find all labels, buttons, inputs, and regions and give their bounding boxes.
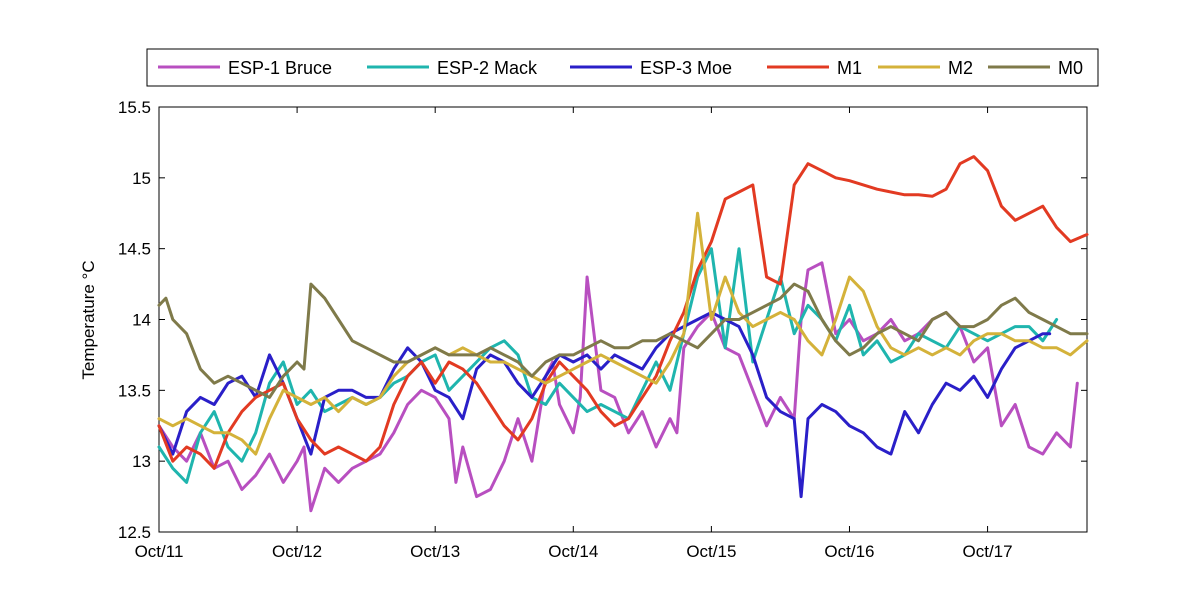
y-tick-label: 13.5 [118, 381, 151, 400]
legend-label-m2: M2 [948, 58, 973, 78]
y-axis: 12.5 13 13.5 14 14.5 15 15.5 [118, 98, 1087, 542]
series-line-m2 [157, 211, 1089, 456]
x-tick-label: Oct/17 [963, 542, 1013, 561]
legend-label-esp-3-moe: ESP-3 Moe [640, 58, 732, 78]
y-tick-label: 15.5 [118, 98, 151, 117]
y-tick-label: 14.5 [118, 240, 151, 259]
x-tick-label: Oct/15 [686, 542, 736, 561]
legend-items: ESP-1 Bruce ESP-2 Mack ESP-3 Moe M1 M2 M0 [158, 58, 1083, 78]
y-tick-label: 14 [132, 311, 151, 330]
x-tick-label: Oct/12 [272, 542, 322, 561]
plot-area [158, 106, 1088, 533]
legend-label-esp-1-bruce: ESP-1 Bruce [228, 58, 332, 78]
x-axis: Oct/11 Oct/12 Oct/13 Oct/14 Oct/15 Oct/16 Oct/… [135, 107, 1013, 561]
y-axis-label: Temperature °C [79, 260, 98, 379]
y-tick-label: 13 [132, 452, 151, 471]
series-line-esp-3-moe [157, 310, 1052, 499]
y-tick-label: 15 [132, 169, 151, 188]
y-tick-label: 12.5 [118, 523, 151, 542]
legend-label-m0: M0 [1058, 58, 1083, 78]
legend-label-esp-2-mack: ESP-2 Mack [437, 58, 538, 78]
x-tick-label: Oct/16 [824, 542, 874, 561]
series-line-esp-2-mack [157, 247, 1059, 484]
series-line-m1 [157, 155, 1089, 470]
legend-label-m1: M1 [837, 58, 862, 78]
legend: ESP-1 Bruce ESP-2 Mack ESP-3 Moe M1 M2 M0 [146, 48, 1099, 87]
series-line-m0 [157, 282, 1089, 399]
x-tick-label: Oct/13 [410, 542, 460, 561]
x-tick-label: Oct/14 [548, 542, 598, 561]
series-layer [157, 155, 1089, 513]
x-tick-label: Oct/11 [135, 542, 184, 561]
